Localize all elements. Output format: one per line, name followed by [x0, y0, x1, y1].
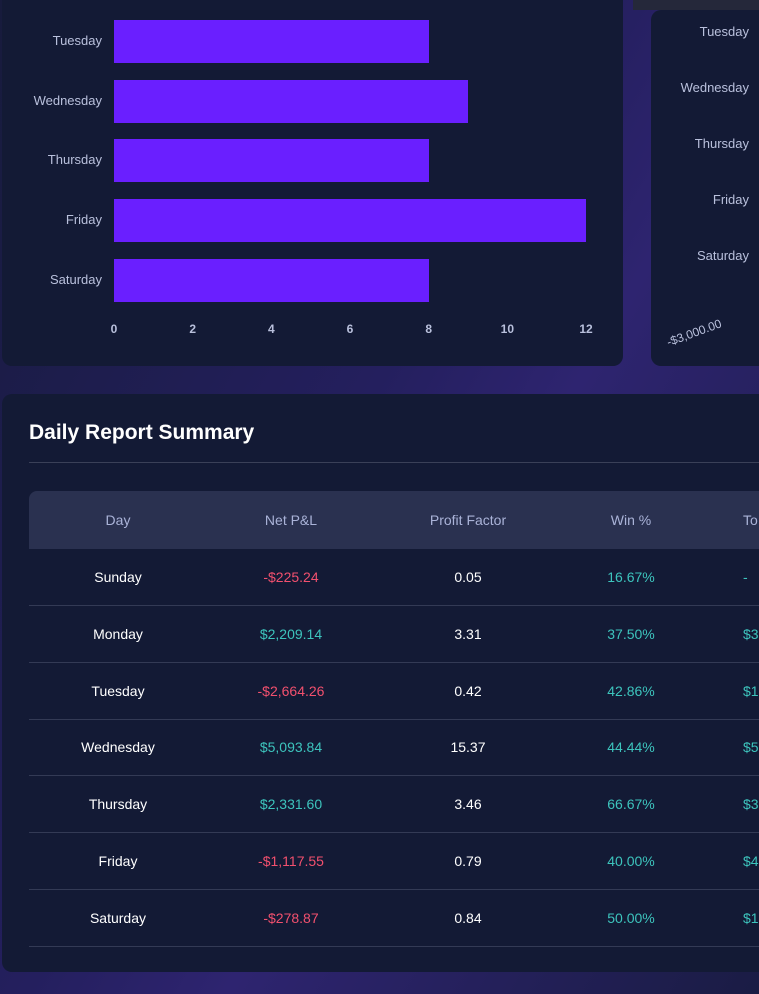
divider [29, 462, 759, 463]
profit-factor-cell: 0.42 [454, 682, 482, 699]
x-tick-label: 0 [110, 322, 118, 336]
table-row: Friday -$1,117.55 0.79 40.00% $4 [29, 833, 759, 890]
bar-tuesday [114, 20, 429, 63]
profit-factor-cell: 3.46 [454, 796, 482, 813]
x-tick-label: 4 [267, 322, 275, 336]
table-row: Saturday -$278.87 0.84 50.00% $1 [29, 890, 759, 947]
y-tick-label: Tuesday [699, 24, 749, 39]
daily-report-card: Daily Report Summary Day Net P&L Profit Fa… [2, 394, 759, 972]
y-tick-label: Wednesday [33, 93, 102, 108]
day-cell: Thursday [88, 796, 148, 813]
y-tick-label: Thursday [47, 152, 102, 167]
table-row: Tuesday -$2,664.26 0.42 42.86% $1 [29, 663, 759, 720]
net-pnl-cell: $2,209.14 [259, 625, 323, 642]
y-tick-label: Friday [712, 192, 749, 207]
total-cell: $3 [743, 625, 759, 642]
bar-saturday [114, 259, 429, 302]
win-pct-cell: 66.67% [607, 796, 655, 813]
table-row: Thursday $2,331.60 3.46 66.67% $3 [29, 776, 759, 834]
net-pnl-cell: -$225.24 [263, 569, 319, 585]
trades-by-day-chart-card: Tuesday Wednesday Thursday Friday Saturday 0 2… [2, 0, 623, 366]
net-pnl-cell: -$1,117.55 [258, 853, 324, 869]
total-cell: $5 [743, 739, 759, 756]
y-tick-label: Friday [65, 212, 102, 227]
profit-factor-cell: 3.31 [454, 625, 482, 642]
bar-friday [114, 199, 586, 242]
net-pnl-cell: $5,093.84 [259, 739, 323, 756]
x-tick-label: 6 [346, 322, 354, 336]
column-header: Net P&L [264, 512, 318, 528]
total-cell: $1 [743, 682, 759, 699]
pnl-by-day-chart-card: Tuesday Wednesday Thursday Friday Saturday -$… [651, 10, 759, 366]
x-tick-label: -$3,000.00 [664, 316, 724, 350]
x-tick-label: 8 [425, 322, 432, 336]
day-cell: Sunday [94, 569, 142, 585]
total-cell: $3 [743, 796, 759, 813]
report-title: Daily Report Summary [29, 421, 255, 444]
x-tick-label: 10 [500, 322, 514, 336]
table-header: Day Net P&L Profit Factor Win % To [29, 491, 759, 549]
x-tick-label: 2 [189, 322, 196, 336]
bar-wednesday [114, 80, 468, 123]
y-tick-label: Wednesday [680, 80, 749, 95]
day-cell: Tuesday [91, 682, 145, 699]
bar-thursday [114, 139, 429, 182]
table-row: Sunday -$225.24 0.05 16.67% - [29, 549, 759, 606]
net-pnl-cell: -$278.87 [263, 909, 319, 926]
y-tick-label: Thursday [694, 136, 749, 151]
top-panel-edge [633, 0, 759, 10]
profit-factor-cell: 15.37 [450, 739, 486, 756]
day-cell: Friday [98, 853, 138, 869]
total-cell: $4 [743, 853, 759, 869]
y-tick-label: Tuesday [52, 33, 102, 48]
day-cell: Saturday [89, 909, 147, 926]
column-header: Win % [610, 512, 652, 528]
net-pnl-cell: $2,331.60 [259, 796, 323, 813]
profit-factor-cell: 0.05 [454, 569, 482, 585]
profit-factor-cell: 0.79 [454, 853, 482, 869]
table-row: Wednesday $5,093.84 15.37 44.44% $5 [29, 719, 759, 777]
total-cell: $1 [743, 909, 759, 926]
column-header: Profit Factor [429, 512, 507, 528]
x-tick-label: 12 [579, 322, 593, 336]
win-pct-cell: 50.00% [607, 909, 655, 926]
column-header: Day [105, 512, 131, 528]
profit-factor-cell: 0.84 [454, 909, 482, 926]
y-tick-label: Saturday [696, 248, 749, 263]
win-pct-cell: 37.50% [607, 625, 655, 642]
day-cell: Monday [93, 625, 143, 642]
win-pct-cell: 16.67% [607, 569, 655, 585]
table-row: Monday $2,209.14 3.31 37.50% $3 [29, 606, 759, 663]
win-pct-cell: 40.00% [607, 853, 655, 869]
y-tick-label: Saturday [49, 272, 102, 287]
net-pnl-cell: -$2,664.26 [257, 682, 325, 699]
total-cell: - [743, 569, 748, 585]
day-cell: Wednesday [81, 739, 155, 756]
column-header: To [743, 512, 758, 528]
win-pct-cell: 44.44% [607, 739, 655, 756]
win-pct-cell: 42.86% [607, 682, 655, 699]
